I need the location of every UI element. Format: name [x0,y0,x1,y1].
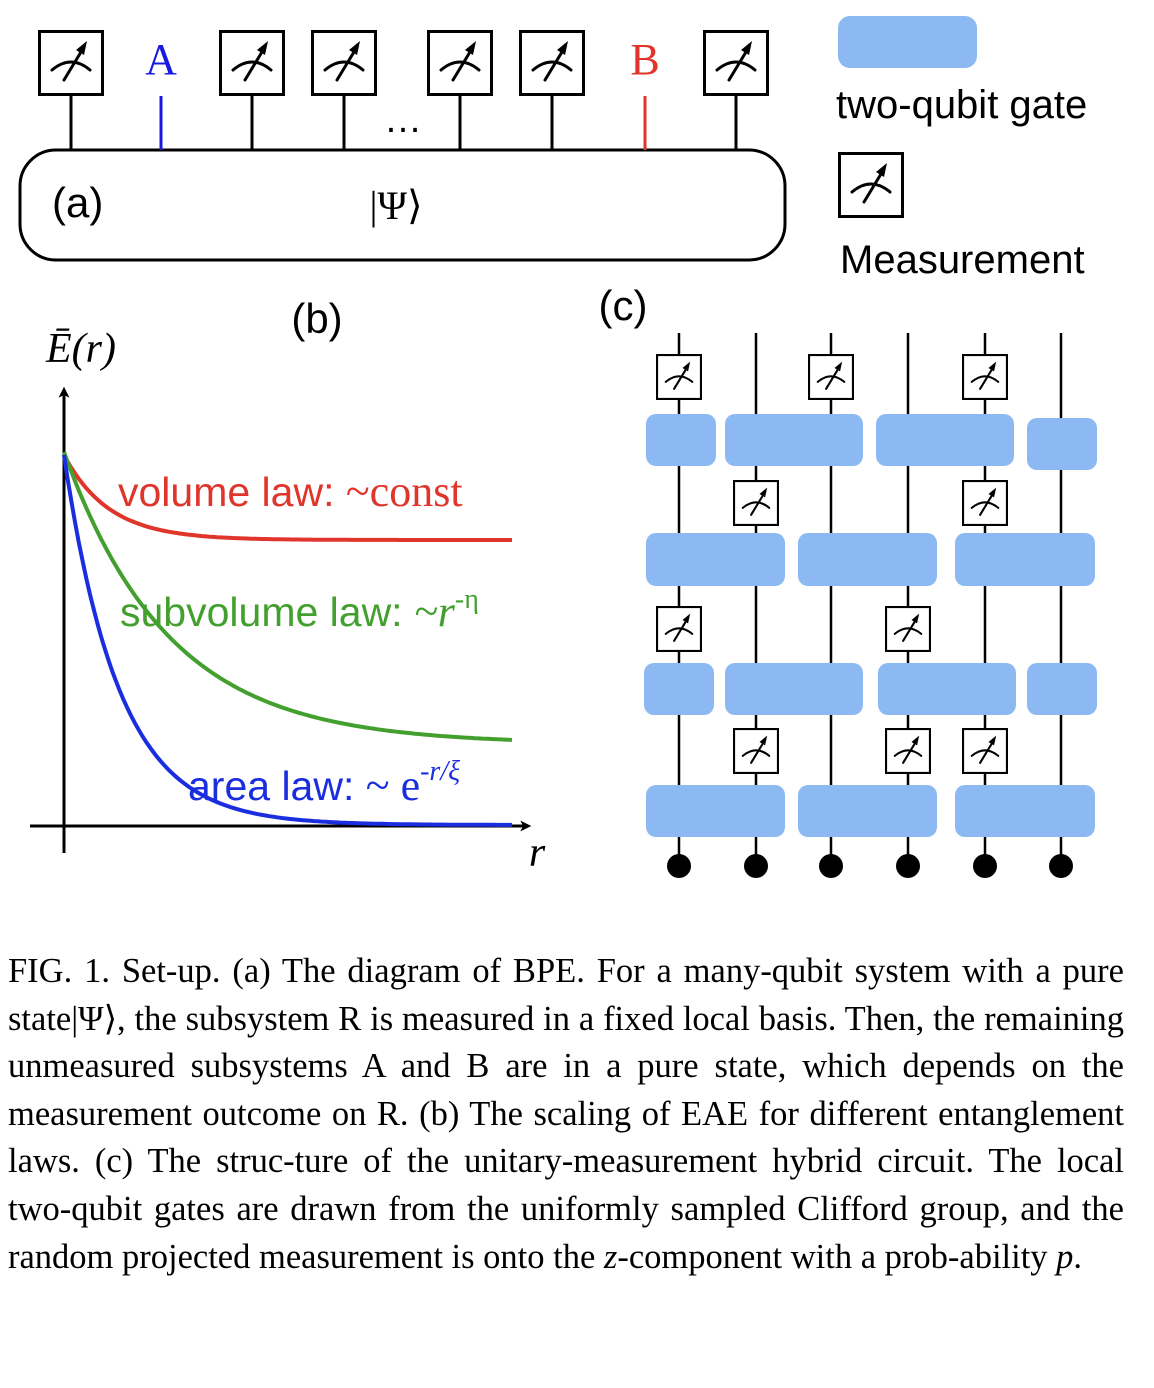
two-qubit-gate [646,785,785,837]
measurement-icon [885,728,931,774]
measurement-icon [38,30,104,96]
two-qubit-gate [876,414,1014,466]
two-qubit-gate [725,414,863,466]
measurement-legend-label: Measurement [840,238,1085,282]
panel-c: (c) [599,282,1097,878]
area-label-math: ~ e [366,761,420,810]
measurement-icon [733,728,779,774]
measurement-icon [885,606,931,652]
subvolume-label-text: subvolume law: [120,589,414,635]
measurement-icon [219,30,285,96]
figure-caption: FIG. 1. Set-up. (a) The diagram of BPE. … [8,948,1124,1281]
y-axis-label: Ē(r) [45,326,116,372]
x-axis-label: r [529,830,546,876]
measurement-icon [427,30,493,96]
qubit-dot [744,854,768,878]
gate-layer-4 [646,785,1095,837]
panel-a-label: (a) [52,179,103,226]
series-line-subvolume [62,451,513,742]
measurement-legend-icon [838,152,904,218]
panel-a: (a) |Ψ⟩ A B … [18,30,787,262]
series-line-volume [62,454,512,542]
state-box [18,148,787,262]
gate-layer-1 [646,414,1097,470]
two-qubit-gate [1027,663,1097,715]
two-qubit-gate [955,533,1095,586]
qubit-dot [1049,854,1073,878]
qubit-dot [819,854,843,878]
measurement-icon [962,354,1008,400]
measurement-icon [703,30,769,96]
two-qubit-gate [646,533,785,586]
volume-label-text: volume law: [118,469,346,515]
panel-b-label: (b) [291,295,342,342]
measurement-icon [808,354,854,400]
area-label-exponent: -r/ξ [420,756,460,787]
two-qubit-gate [955,785,1095,837]
gate-swatch [838,16,977,68]
subvolume-label-exponent: -η [455,584,479,615]
two-qubit-gate [878,663,1016,715]
series-label-volume: volume law: ~const [118,467,463,516]
qubit-dot [973,854,997,878]
qubit-legs [69,96,738,150]
caption-text: FIG. 1. Set-up. (a) The diagram of BPE. … [8,952,1124,1276]
measurement-icon [962,728,1008,774]
two-qubit-gate [798,533,937,586]
state-label: |Ψ⟩ [369,183,422,228]
measurement-icon [656,606,702,652]
gate-legend-label: two-qubit gate [836,83,1087,127]
volume-label-math: ~const [346,467,463,516]
measurement-icon [733,480,779,526]
two-qubit-gate [646,414,716,466]
figure-1: (a) |Ψ⟩ A B … two-qubit gate Measurement… [18,16,1097,878]
subvolume-label-math: ~r [414,587,456,636]
measurement-icon [519,30,585,96]
two-qubit-gate [644,663,714,715]
measurement-icon [656,354,702,400]
series-label-subvolume: subvolume law: ~r-η [120,584,479,636]
two-qubit-gate [798,785,937,837]
two-qubit-gate [725,663,863,715]
site-a-label: A [145,35,177,84]
site-b-label: B [630,35,659,84]
caption-z: z [603,1237,618,1276]
area-label-text: area law: [188,763,366,809]
ellipsis: … [384,99,422,141]
two-qubit-gate [1027,418,1097,470]
qubit-terminals [667,854,1073,878]
qubit-dot [896,854,920,878]
caption-text-3: . [1073,1237,1083,1276]
caption-p: p [1056,1237,1074,1276]
panel-c-label: (c) [599,282,648,329]
series-label-area: area law: ~ e-r/ξ [188,756,460,810]
panel-b: (b) Ē(r) r volume law: ~const subvolume … [30,295,546,876]
measurement-icon [311,30,377,96]
qubit-dot [667,854,691,878]
legend: two-qubit gate Measurement [836,16,1087,282]
caption-text-2: -component with a prob-ability [617,1237,1057,1276]
series-line-area [62,454,512,827]
gate-layer-3 [644,663,1097,715]
measurement-icon [962,480,1008,526]
gate-layer-2 [646,533,1095,586]
